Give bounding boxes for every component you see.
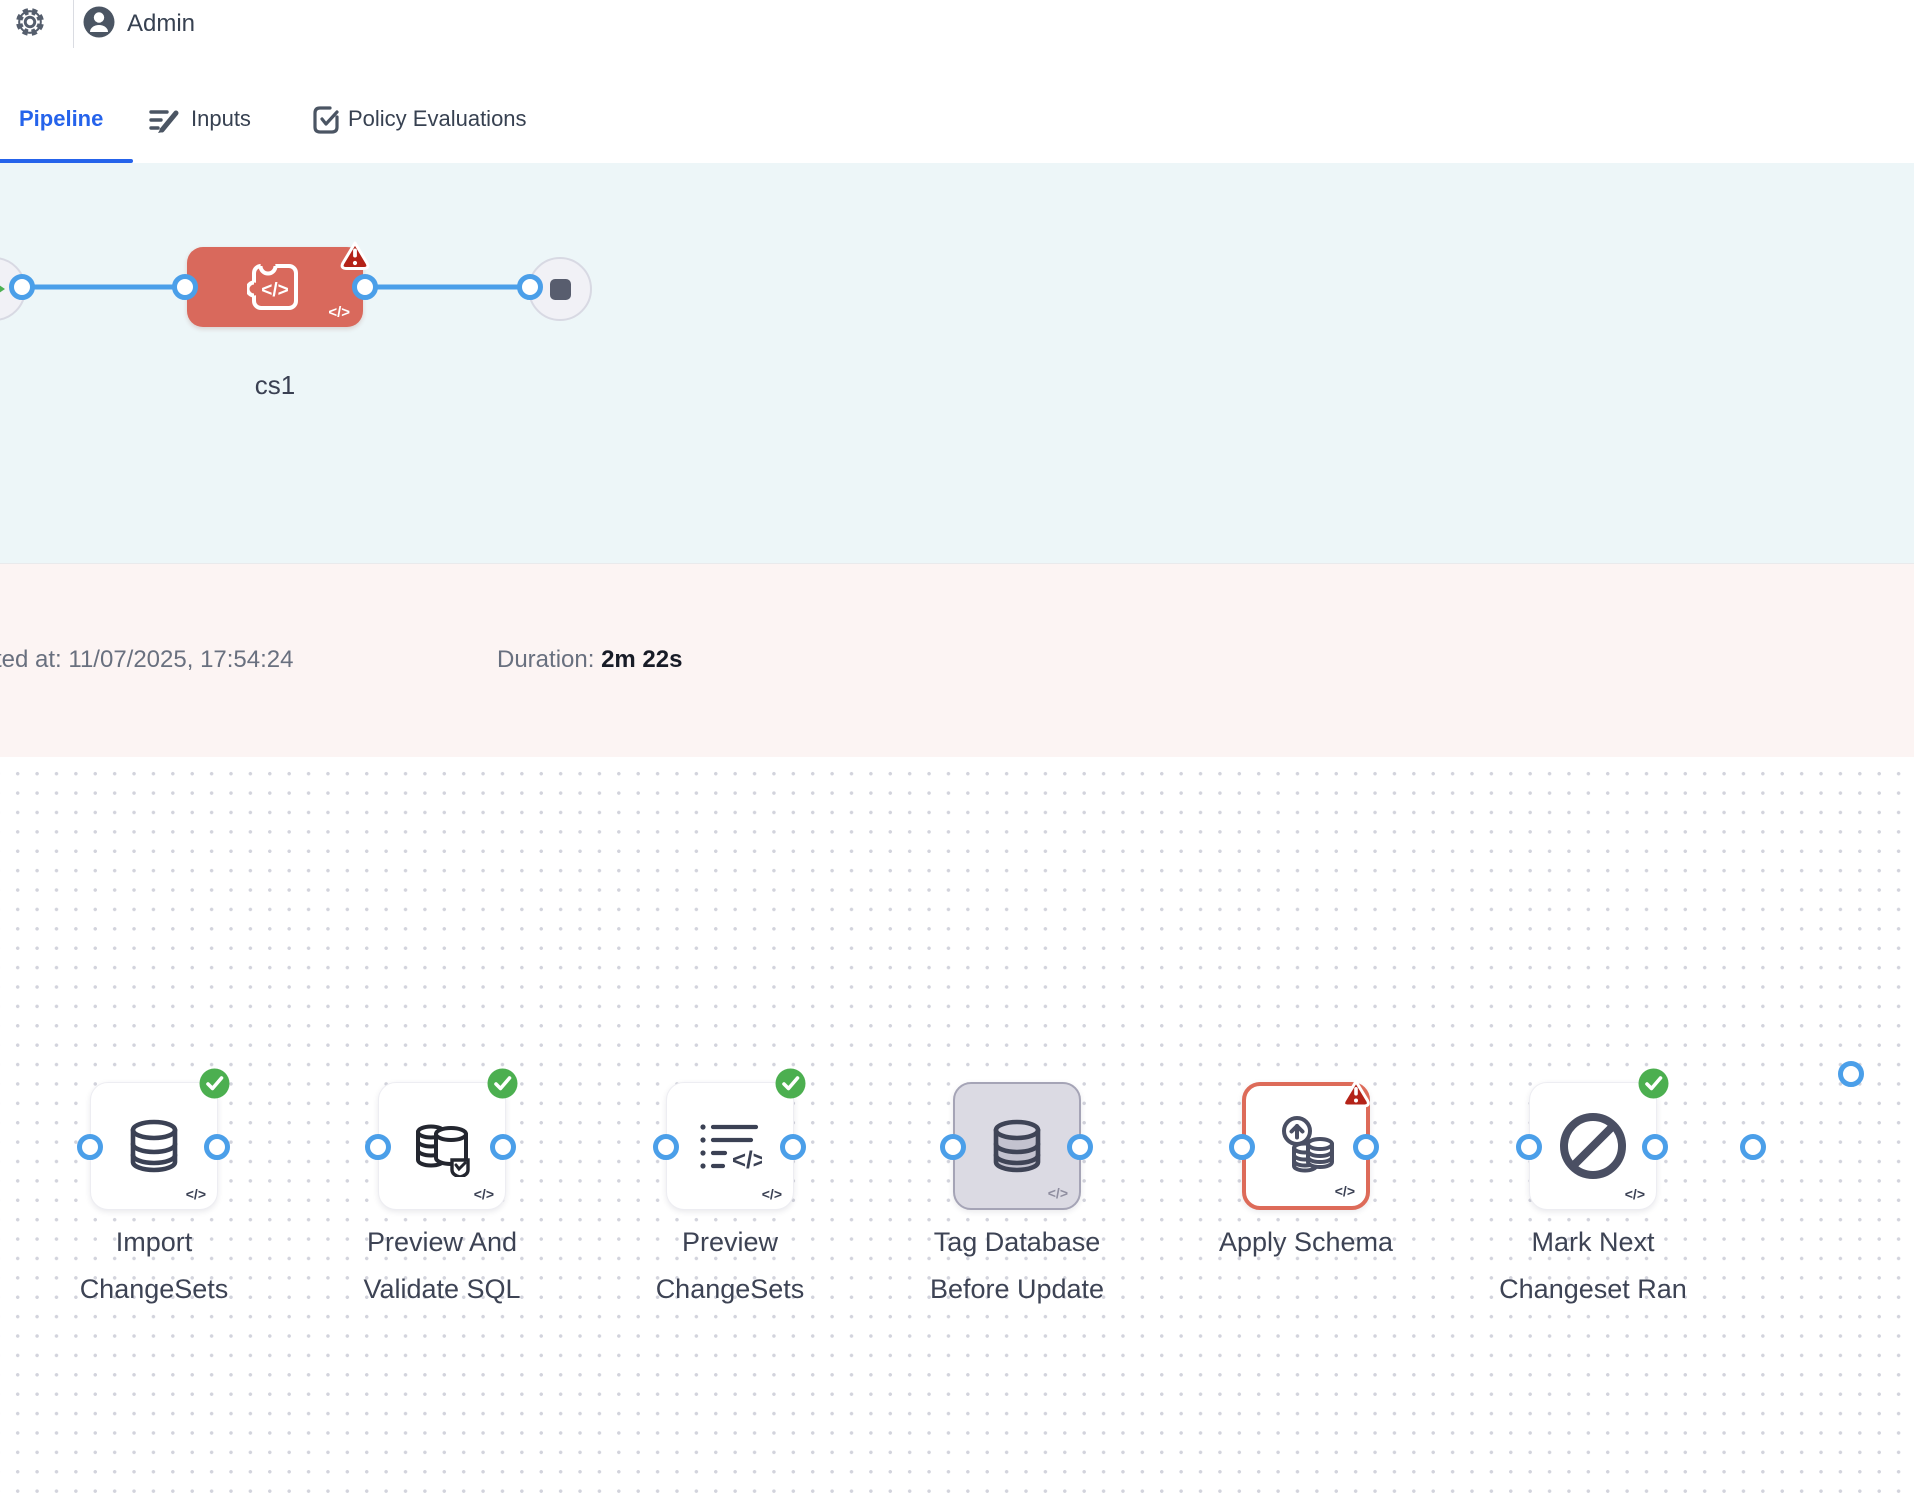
success-badge-icon <box>199 1068 230 1099</box>
success-badge-icon <box>1638 1068 1669 1099</box>
stage-node-apply-schema[interactable]: </> <box>1242 1080 1370 1210</box>
started-at-value: 11/07/2025, 17:54:24 <box>68 646 294 673</box>
code-glyph: </> <box>328 304 350 321</box>
stop-icon <box>549 278 571 300</box>
user-name: Admin <box>127 10 196 37</box>
duration-label: Duration: <box>497 646 595 673</box>
code-glyph: </> <box>1334 1183 1355 1199</box>
database-icon <box>130 1119 178 1173</box>
success-badge-icon <box>775 1068 806 1099</box>
inputs-pencil-icon <box>148 105 180 135</box>
code-glyph: </> <box>1047 1185 1068 1201</box>
connection-port[interactable] <box>9 274 35 300</box>
active-tab-underline <box>0 159 133 163</box>
connection-port[interactable] <box>1353 1134 1379 1160</box>
connection-port[interactable] <box>77 1134 103 1160</box>
connection-port[interactable] <box>172 274 198 300</box>
connection-port[interactable] <box>1838 1061 1864 1087</box>
play-icon <box>0 285 5 293</box>
stage-node-preview-changesets[interactable]: </> </> <box>666 1068 806 1210</box>
prohibit-icon <box>1560 1113 1626 1179</box>
error-badge-icon <box>1337 1076 1375 1110</box>
code-glyph: </> <box>1624 1186 1645 1202</box>
stage-node-tag-database[interactable]: </> <box>953 1082 1081 1210</box>
svg-text:</>: </> <box>261 280 288 301</box>
stage-node-preview-validate-sql[interactable]: </> <box>378 1068 518 1210</box>
user-avatar-icon <box>83 6 115 38</box>
code-glyph: </> <box>761 1186 782 1202</box>
tabs-bar <box>0 77 1914 164</box>
tab-pipeline[interactable]: Pipeline <box>19 106 104 131</box>
stage-node-label: Preview ChangeSets <box>655 1227 805 1304</box>
stage-node-import-changesets[interactable]: </> <box>90 1068 230 1210</box>
code-glyph: </> <box>473 1186 494 1202</box>
stage-node-label: Apply Schema <box>1218 1227 1394 1257</box>
connection-port[interactable] <box>1516 1134 1542 1160</box>
connection-port[interactable] <box>490 1134 516 1160</box>
stage-node-label: Tag Database Before Update <box>929 1227 1105 1304</box>
connection-port[interactable] <box>940 1134 966 1160</box>
list-code-icon: </> <box>700 1124 762 1174</box>
pipeline-node-cs1[interactable]: </> </> <box>187 241 370 327</box>
duration-text: Duration: 2m 22s <box>497 646 682 674</box>
stage-node-mark-next-changeset[interactable]: </> <box>1529 1068 1669 1210</box>
success-badge-icon <box>487 1068 518 1099</box>
node-label-cs1: cs1 <box>254 370 296 400</box>
error-badge-icon <box>335 237 375 273</box>
policy-check-icon <box>310 104 342 136</box>
svg-text:</>: </> <box>732 1147 762 1174</box>
connection-port[interactable] <box>780 1134 806 1160</box>
stage-node-label: Import ChangeSets <box>79 1227 229 1304</box>
connection-port[interactable] <box>517 274 543 300</box>
tab-inputs[interactable]: Inputs <box>191 106 251 131</box>
duration-value: 2m 22s <box>601 646 683 673</box>
upload-database-icon <box>1282 1116 1334 1173</box>
connection-port[interactable] <box>204 1134 230 1160</box>
connection-port[interactable] <box>1740 1134 1766 1160</box>
connection-port[interactable] <box>1642 1134 1668 1160</box>
changeset-code-icon: </> <box>247 259 298 310</box>
connection-port[interactable] <box>1067 1134 1093 1160</box>
connection-port[interactable] <box>1229 1134 1255 1160</box>
settings-gear-button[interactable] <box>12 4 48 40</box>
database-check-icon <box>416 1124 470 1177</box>
connection-port[interactable] <box>653 1134 679 1160</box>
code-glyph: </> <box>185 1186 206 1202</box>
stage-node-label: Preview And Validate SQL <box>363 1227 521 1304</box>
gear-icon <box>16 8 44 36</box>
tab-policy-evaluations[interactable]: Policy Evaluations <box>348 106 527 131</box>
stage-node-label: Mark Next Changeset Ran <box>1499 1227 1687 1304</box>
started-at-label: ted at: <box>0 646 62 673</box>
run-info-bar <box>0 563 1914 759</box>
started-at-text: ted at: 11/07/2025, 17:54:24 <box>0 646 293 674</box>
header-divider <box>73 0 74 48</box>
connection-port[interactable] <box>365 1134 391 1160</box>
database-icon <box>993 1119 1041 1173</box>
user-menu[interactable] <box>82 5 116 39</box>
pipeline-canvas[interactable] <box>0 163 1914 563</box>
connection-port[interactable] <box>352 274 378 300</box>
